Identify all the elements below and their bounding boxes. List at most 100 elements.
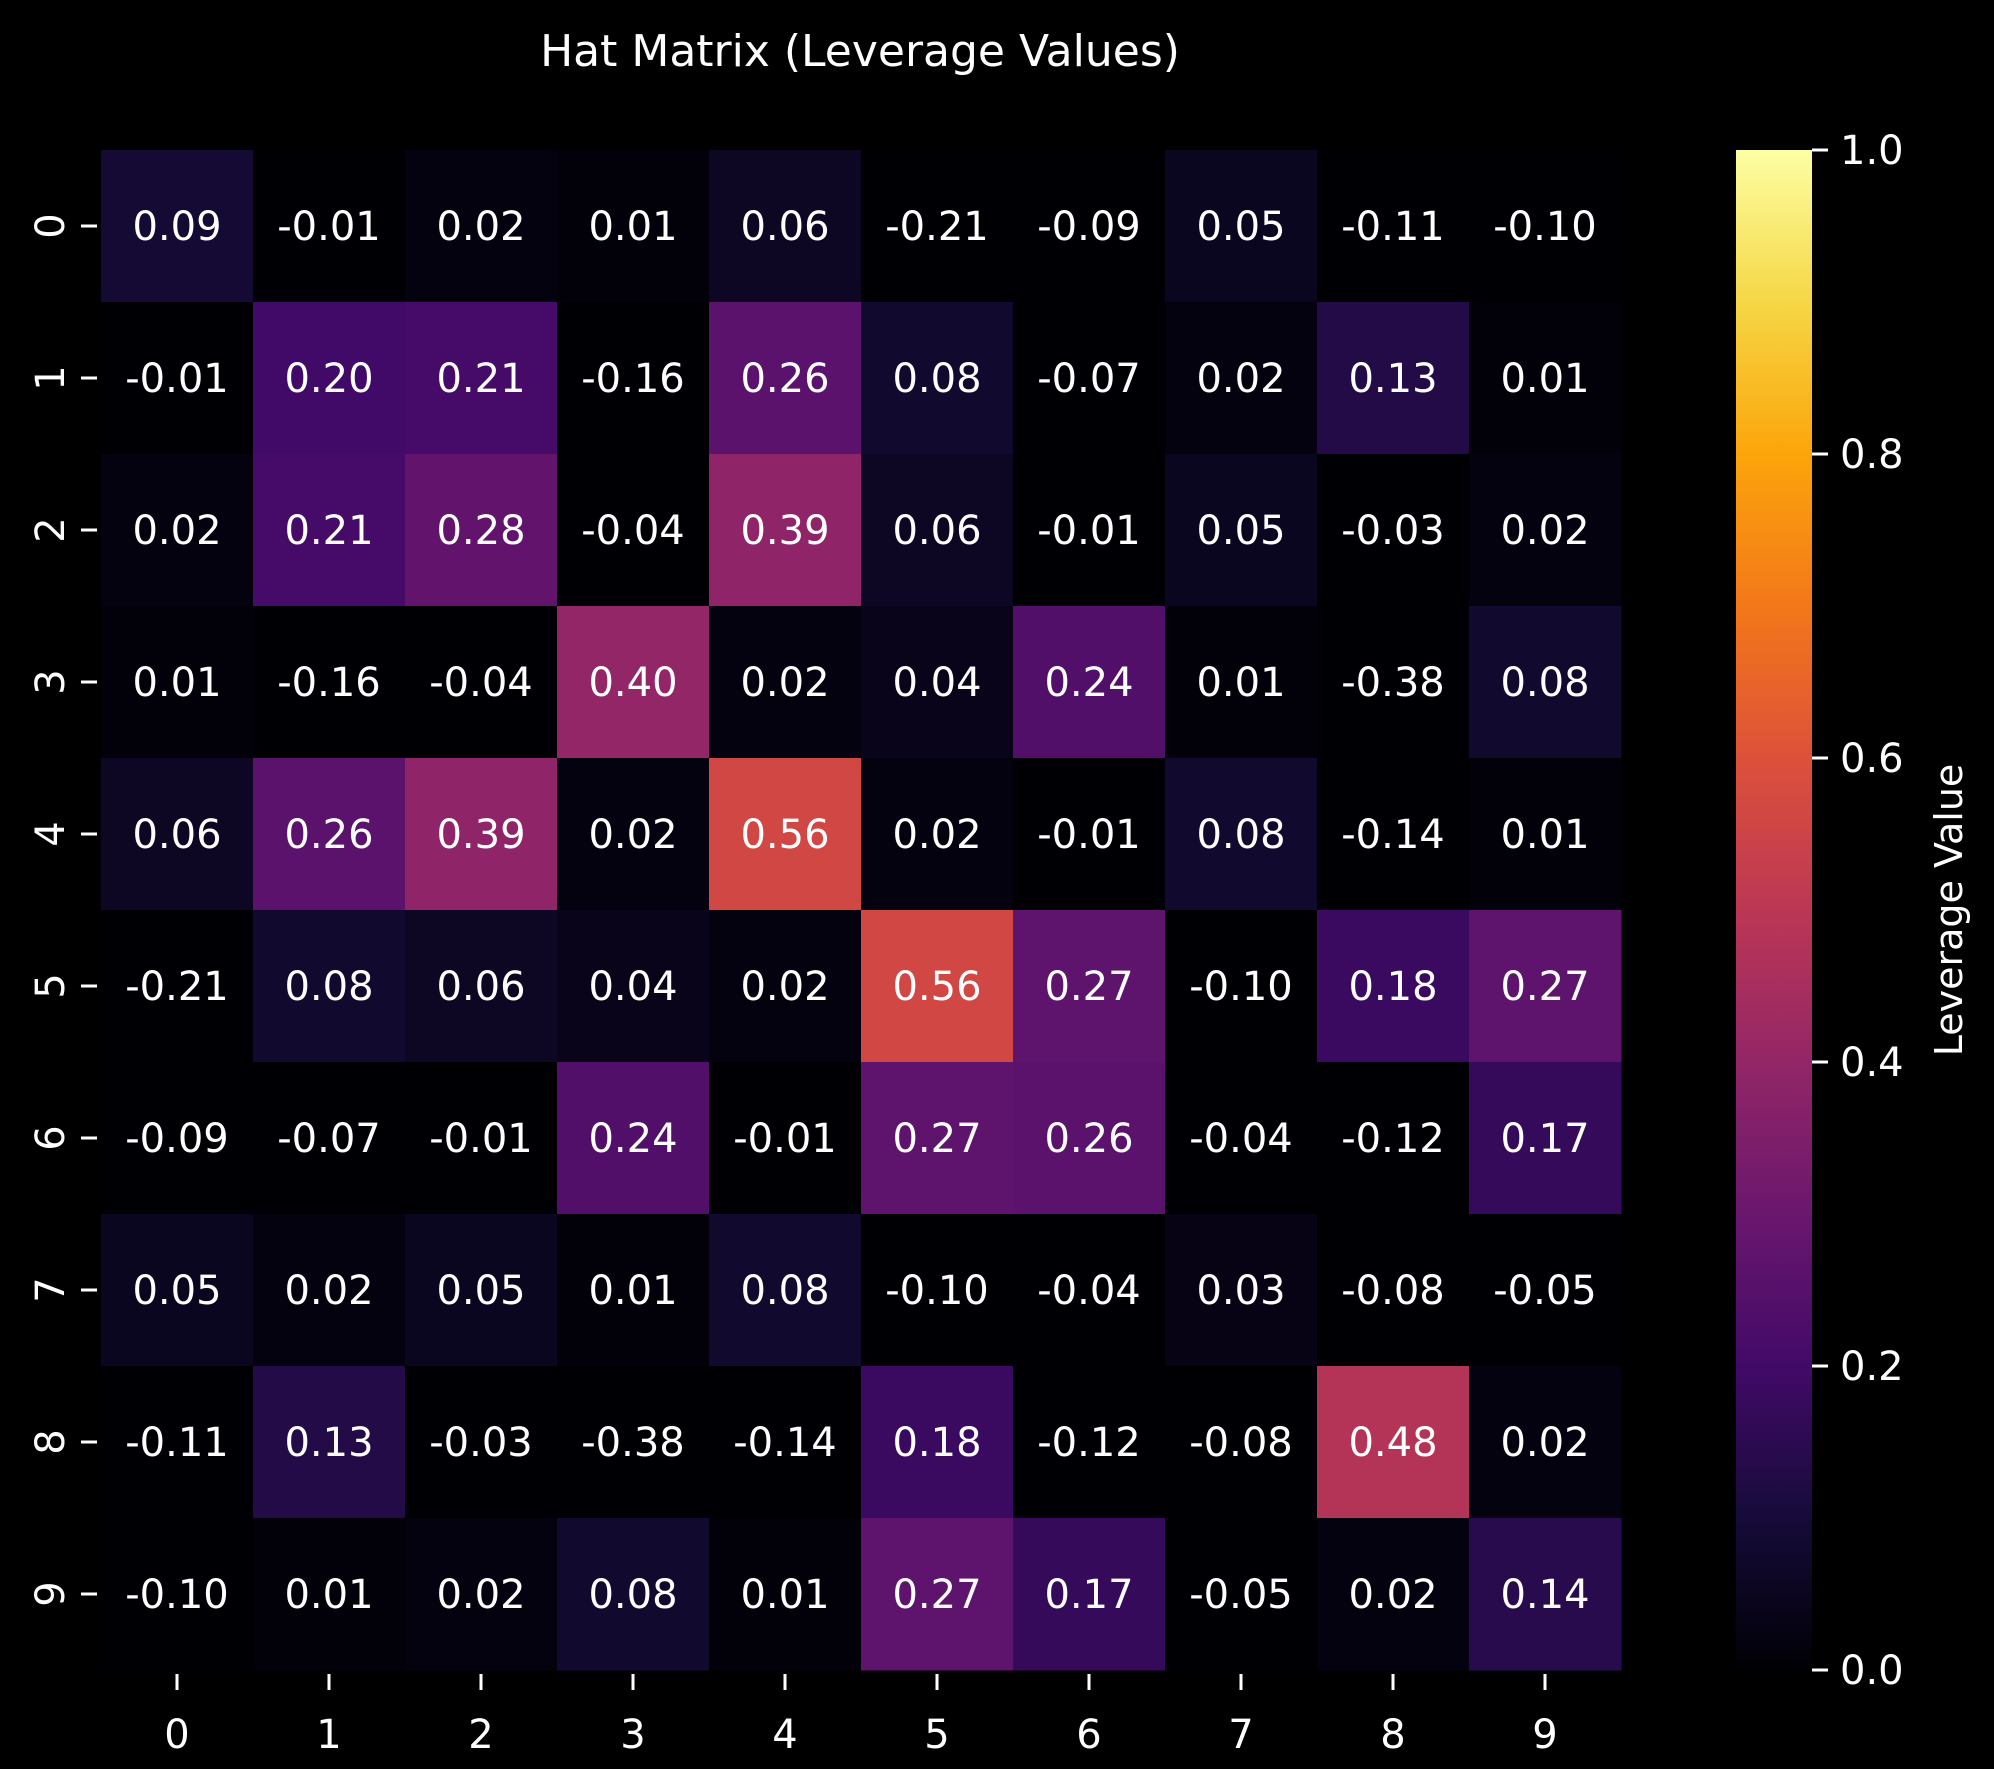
cell-value-label: -0.03: [429, 1420, 533, 1466]
cell-value-label: 0.39: [436, 812, 525, 858]
y-axis: 0 1 2 3 4 5 6 7 8 9: [28, 213, 97, 1607]
cell-value-label: -0.07: [277, 1116, 381, 1162]
cell-value-label: -0.12: [1037, 1420, 1141, 1466]
heatmap-cell: [557, 1518, 710, 1671]
cell-value-label: 0.02: [1348, 1572, 1437, 1618]
cell-value-label: 0.39: [740, 508, 829, 554]
heatmap-cell: [1317, 606, 1470, 759]
cell-value-label: 0.27: [1044, 964, 1133, 1010]
cell-value-label: 0.27: [892, 1116, 981, 1162]
heatmap-cell: [1013, 606, 1166, 759]
cell-value-label: 0.27: [892, 1572, 981, 1618]
cell-value-label: 0.02: [1196, 356, 1285, 402]
heatmap-cell: [1469, 758, 1622, 911]
heatmap-cell: [557, 1366, 710, 1519]
heatmap-cell: [1165, 1062, 1318, 1215]
chart-title: Hat Matrix (Leverage Values): [540, 26, 1180, 77]
cell-value-label: -0.10: [125, 1572, 229, 1618]
cell-value-label: 0.28: [436, 508, 525, 554]
heatmap-cell: [557, 606, 710, 759]
heatmap-cell: [861, 606, 1014, 759]
cell-value-label: 0.05: [132, 1268, 221, 1314]
cell-labels: 0.09 -0.01 0.02 0.01 0.06 -0.21 -0.09 0.05 -0.11…: [125, 204, 1597, 1618]
heatmap-cell: [1013, 302, 1166, 455]
cell-value-label: 0.17: [1044, 1572, 1133, 1618]
heatmap-cell: [253, 1214, 406, 1367]
heatmap-cell: [1469, 1062, 1622, 1215]
heatmap-cell: [1165, 1366, 1318, 1519]
cell-value-label: 0.02: [1500, 508, 1589, 554]
cell-value-label: 0.01: [588, 1268, 677, 1314]
y-tick-label: 3: [28, 669, 74, 694]
cell-value-label: 0.24: [1044, 660, 1133, 706]
cell-value-label: 0.02: [740, 660, 829, 706]
heatmap-cell: [1469, 1214, 1622, 1367]
cell-value-label: -0.16: [277, 660, 381, 706]
heatmap-cell: [557, 910, 710, 1063]
heatmap-cell: [1469, 454, 1622, 607]
cell-value-label: 0.06: [436, 964, 525, 1010]
cell-value-label: -0.21: [885, 204, 989, 250]
colorbar-tick-label: 0.2: [1840, 1344, 1904, 1390]
heatmap-cell: [101, 150, 254, 303]
cell-value-label: 0.56: [740, 812, 829, 858]
cell-value-label: 0.05: [436, 1268, 525, 1314]
heatmap-cell: [1469, 910, 1622, 1063]
heatmap-cell: [557, 150, 710, 303]
heatmap-cell: [101, 454, 254, 607]
colorbar: 0.0 0.2 0.4 0.6 0.8 1.0 Leverage Value: [1736, 128, 1971, 1694]
heatmap-cell: [405, 758, 558, 911]
cell-value-label: -0.01: [1037, 812, 1141, 858]
cell-value-label: 0.01: [1500, 812, 1589, 858]
cell-value-label: 0.24: [588, 1116, 677, 1162]
x-tick-label: 2: [468, 1712, 493, 1758]
heatmap-cell: [405, 1518, 558, 1671]
cell-value-label: 0.06: [892, 508, 981, 554]
heatmap-cell: [253, 1062, 406, 1215]
cell-value-label: 0.09: [132, 204, 221, 250]
heatmap-cell: [1165, 1214, 1318, 1367]
cell-value-label: -0.07: [1037, 356, 1141, 402]
heatmap-cell: [861, 1062, 1014, 1215]
heatmap-cell: [861, 150, 1014, 303]
heatmap-cell: [1165, 758, 1318, 911]
heatmap-cell: [405, 1214, 558, 1367]
cell-value-label: 0.06: [740, 204, 829, 250]
heatmap-cell: [101, 1366, 254, 1519]
cell-value-label: 0.18: [892, 1420, 981, 1466]
heatmap-cell: [1317, 302, 1470, 455]
heatmap-cell: [253, 150, 406, 303]
cell-value-label: 0.05: [1196, 508, 1285, 554]
heatmap-cell: [709, 1062, 862, 1215]
heatmap-cell: [405, 454, 558, 607]
cell-value-label: 0.08: [1196, 812, 1285, 858]
heatmap-cell: [557, 1062, 710, 1215]
heatmap-cell: [709, 1366, 862, 1519]
heatmap-cell: [1469, 1366, 1622, 1519]
heatmap-cell: [709, 910, 862, 1063]
heatmap-cell: [1317, 1366, 1470, 1519]
cell-value-label: 0.40: [588, 660, 677, 706]
cell-value-label: -0.01: [429, 1116, 533, 1162]
heatmap-cell: [253, 1518, 406, 1671]
heatmap-cell: [101, 606, 254, 759]
cell-value-label: 0.18: [1348, 964, 1437, 1010]
heatmap-cell: [101, 910, 254, 1063]
heatmap-cell: [861, 454, 1014, 607]
cell-value-label: -0.09: [125, 1116, 229, 1162]
cell-value-label: -0.21: [125, 964, 229, 1010]
y-tick-label: 6: [28, 1125, 74, 1150]
heatmap-cell: [861, 758, 1014, 911]
x-tick-label: 7: [1228, 1712, 1253, 1758]
cell-value-label: 0.26: [740, 356, 829, 402]
cell-value-label: 0.02: [588, 812, 677, 858]
heatmap-cell: [709, 302, 862, 455]
heatmap-cell: [1165, 454, 1318, 607]
heatmap-cell: [557, 1214, 710, 1367]
heatmap-cell: [405, 1062, 558, 1215]
cell-value-label: 0.03: [1196, 1268, 1285, 1314]
colorbar-label: Leverage Value: [1927, 764, 1971, 1057]
x-tick-label: 5: [924, 1712, 949, 1758]
